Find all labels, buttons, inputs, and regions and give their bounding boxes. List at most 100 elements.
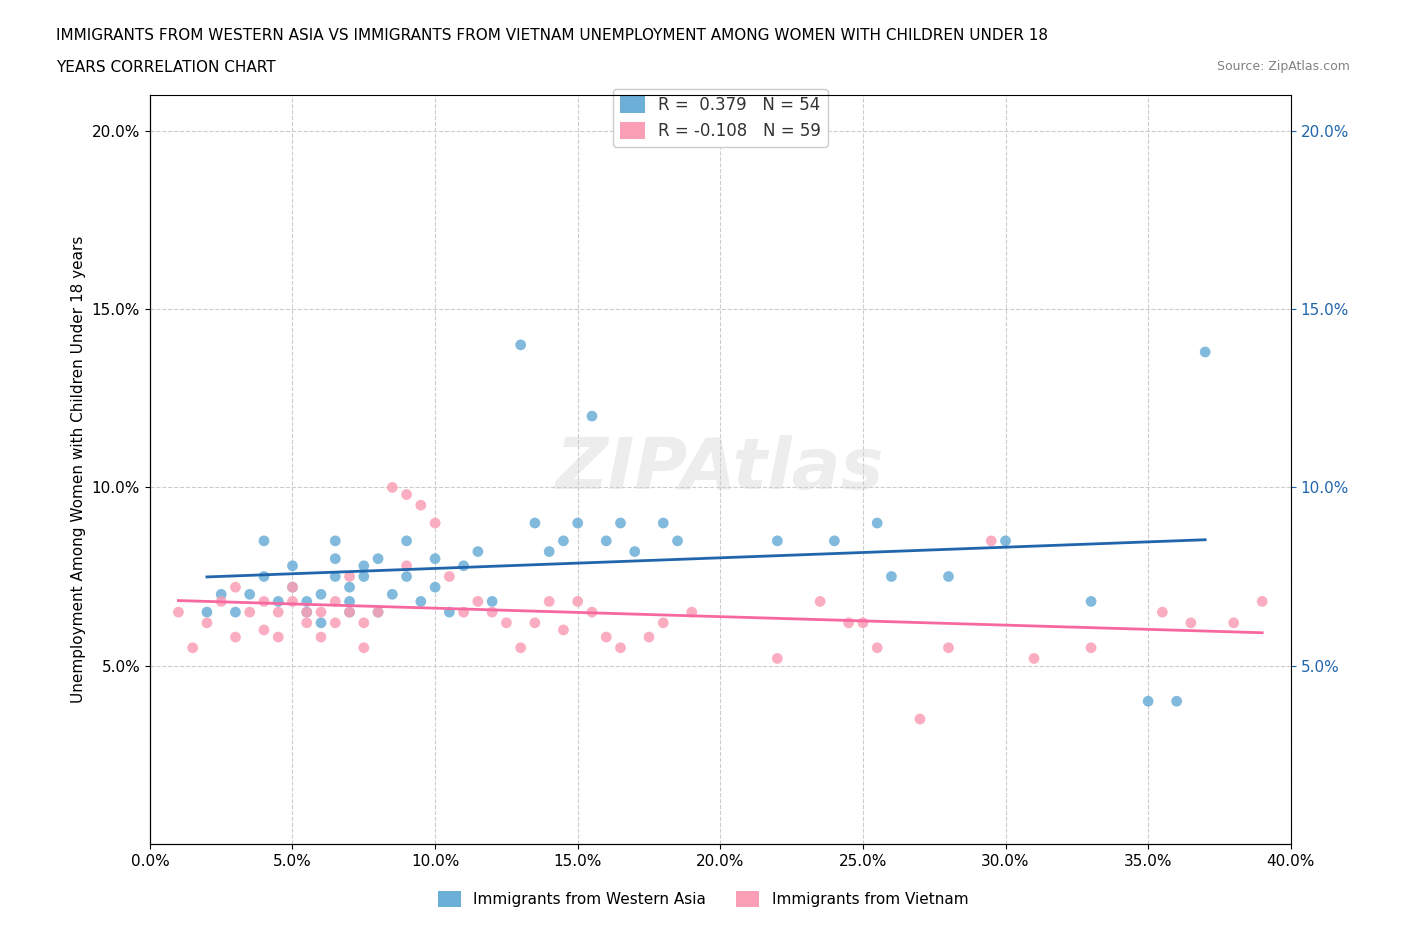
Point	[766, 534, 789, 549]
Point	[1080, 641, 1102, 656]
Point	[467, 594, 489, 609]
Point	[567, 594, 589, 609]
Point	[323, 551, 346, 566]
Point	[339, 594, 361, 609]
Point	[295, 604, 318, 619]
Point	[481, 594, 503, 609]
Point	[652, 515, 675, 530]
Point	[509, 338, 531, 352]
Point	[581, 604, 603, 619]
Point	[281, 579, 304, 594]
Point	[1222, 616, 1244, 631]
Point	[224, 579, 246, 594]
Point	[381, 480, 404, 495]
Point	[638, 630, 661, 644]
Point	[880, 569, 903, 584]
Point	[353, 558, 375, 573]
Legend: R =  0.379   N = 54, R = -0.108   N = 59: R = 0.379 N = 54, R = -0.108 N = 59	[613, 88, 828, 147]
Point	[367, 551, 389, 566]
Point	[423, 551, 446, 566]
Point	[281, 579, 304, 594]
Point	[353, 641, 375, 656]
Point	[295, 604, 318, 619]
Point	[295, 594, 318, 609]
Point	[323, 616, 346, 631]
Point	[295, 616, 318, 631]
Point	[567, 515, 589, 530]
Point	[181, 641, 204, 656]
Point	[339, 569, 361, 584]
Point	[681, 604, 703, 619]
Point	[938, 641, 960, 656]
Point	[239, 587, 262, 602]
Point	[395, 534, 418, 549]
Point	[609, 641, 631, 656]
Point	[481, 604, 503, 619]
Point	[994, 534, 1017, 549]
Point	[1166, 694, 1188, 709]
Point	[538, 544, 561, 559]
Point	[980, 534, 1002, 549]
Point	[395, 487, 418, 502]
Point	[381, 587, 404, 602]
Point	[339, 604, 361, 619]
Point	[766, 651, 789, 666]
Point	[224, 604, 246, 619]
Point	[253, 534, 276, 549]
Point	[1251, 594, 1274, 609]
Point	[423, 515, 446, 530]
Point	[224, 630, 246, 644]
Point	[267, 594, 290, 609]
Point	[309, 616, 332, 631]
Point	[267, 604, 290, 619]
Point	[609, 515, 631, 530]
Point	[281, 558, 304, 573]
Point	[323, 594, 346, 609]
Point	[808, 594, 831, 609]
Legend: Immigrants from Western Asia, Immigrants from Vietnam: Immigrants from Western Asia, Immigrants…	[432, 884, 974, 913]
Text: IMMIGRANTS FROM WESTERN ASIA VS IMMIGRANTS FROM VIETNAM UNEMPLOYMENT AMONG WOMEN: IMMIGRANTS FROM WESTERN ASIA VS IMMIGRAN…	[56, 28, 1049, 43]
Point	[353, 569, 375, 584]
Text: Source: ZipAtlas.com: Source: ZipAtlas.com	[1216, 60, 1350, 73]
Point	[339, 604, 361, 619]
Point	[195, 604, 218, 619]
Point	[323, 569, 346, 584]
Point	[553, 622, 575, 637]
Point	[267, 630, 290, 644]
Point	[453, 558, 475, 573]
Point	[852, 616, 875, 631]
Point	[595, 630, 617, 644]
Point	[367, 604, 389, 619]
Point	[1180, 616, 1202, 631]
Point	[467, 544, 489, 559]
Point	[309, 587, 332, 602]
Point	[509, 641, 531, 656]
Point	[239, 604, 262, 619]
Point	[581, 408, 603, 423]
Point	[666, 534, 689, 549]
Point	[195, 616, 218, 631]
Point	[1080, 594, 1102, 609]
Point	[439, 569, 461, 584]
Point	[1194, 344, 1216, 359]
Point	[353, 616, 375, 631]
Point	[1152, 604, 1174, 619]
Point	[253, 622, 276, 637]
Point	[209, 594, 232, 609]
Point	[395, 558, 418, 573]
Point	[538, 594, 561, 609]
Point	[823, 534, 845, 549]
Point	[209, 587, 232, 602]
Point	[439, 604, 461, 619]
Point	[523, 616, 546, 631]
Point	[908, 711, 931, 726]
Point	[167, 604, 190, 619]
Point	[495, 616, 517, 631]
Point	[395, 569, 418, 584]
Point	[453, 604, 475, 619]
Point	[866, 641, 889, 656]
Point	[253, 569, 276, 584]
Point	[281, 594, 304, 609]
Point	[323, 534, 346, 549]
Y-axis label: Unemployment Among Women with Children Under 18 years: Unemployment Among Women with Children U…	[72, 236, 86, 703]
